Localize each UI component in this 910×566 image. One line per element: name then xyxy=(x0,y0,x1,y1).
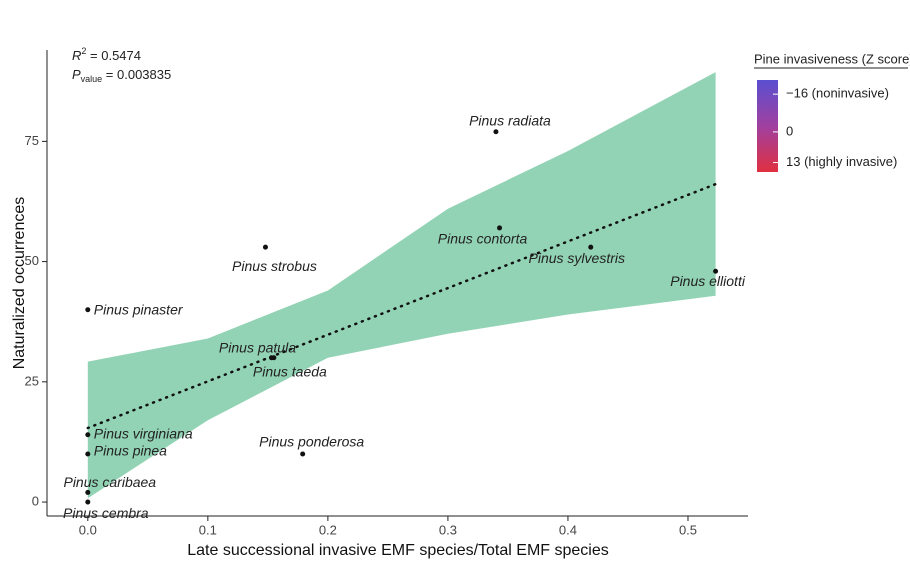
point-label: Pinus taeda xyxy=(253,363,327,379)
x-tick-label: 0.2 xyxy=(319,522,337,537)
point-label: Pinus strobus xyxy=(232,258,317,274)
point xyxy=(271,355,276,360)
x-tick-label: 0.0 xyxy=(79,522,97,537)
y-tick-label: 75 xyxy=(25,133,39,148)
stat-annotation: R2 = 0.5474 xyxy=(72,46,141,63)
point xyxy=(263,245,268,250)
stat-text: = 0.003835 xyxy=(102,67,171,82)
stat-symbol: P xyxy=(72,67,81,82)
colorbar-tick-label: 13 (highly invasive) xyxy=(786,154,897,169)
point-label: Pinus ponderosa xyxy=(259,434,364,450)
point-label: Pinus sylvestris xyxy=(529,250,625,266)
point-label: Pinus radiata xyxy=(469,112,551,128)
point-label: Pinus cembra xyxy=(63,505,149,521)
colorbar-tick-label: −16 (noninvasive) xyxy=(786,86,889,101)
point xyxy=(85,451,90,456)
point xyxy=(85,307,90,312)
point-label: Pinus pinea xyxy=(94,443,167,459)
y-tick-label: 0 xyxy=(32,493,39,508)
point-label: Pinus caribaea xyxy=(63,474,156,490)
colorbar-tick-label: 0 xyxy=(786,123,793,138)
x-tick-label: 0.3 xyxy=(439,522,457,537)
y-axis-label: Naturalized occurrences xyxy=(11,197,28,370)
point-label: Pinus elliotti xyxy=(670,273,746,289)
point-label: Pinus pinaster xyxy=(94,301,184,317)
y-tick-label: 50 xyxy=(25,253,39,268)
x-axis-label: Late successional invasive EMF species/T… xyxy=(187,542,609,559)
x-tick-label: 0.1 xyxy=(199,522,217,537)
stat-annotation: Pvalue = 0.003835 xyxy=(72,67,171,84)
point-label: Pinus patula xyxy=(219,339,296,355)
point-label: Pinus contorta xyxy=(438,231,528,247)
x-tick-label: 0.5 xyxy=(679,522,697,537)
point xyxy=(85,490,90,495)
x-tick-label: 0.4 xyxy=(559,522,577,537)
stat-sub: value xyxy=(81,74,103,84)
page: {"chart_data": { "type": "scatter", "x_l… xyxy=(0,0,910,566)
point-label: Pinus virginiana xyxy=(94,425,193,441)
y-tick-label: 25 xyxy=(25,373,39,388)
point xyxy=(85,432,90,437)
point xyxy=(493,129,498,134)
chart: Late successional invasive EMF species/T… xyxy=(0,0,910,566)
stat-symbol: R xyxy=(72,48,81,63)
stat-text: = 0.5474 xyxy=(86,48,141,63)
point xyxy=(300,451,305,456)
colorbar-title: Pine invasiveness (Z score) xyxy=(754,51,910,66)
